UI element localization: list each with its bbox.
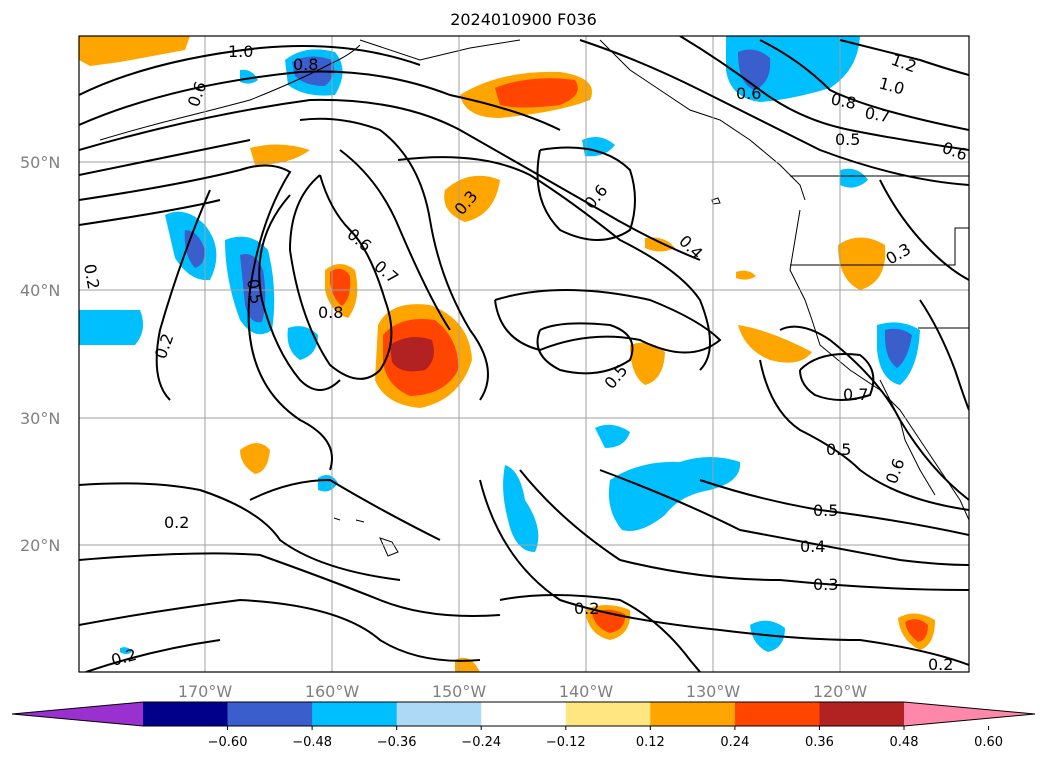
contour-label: 1.2 [889, 50, 919, 77]
lon-label: 120°W [813, 682, 868, 701]
colorbar-segment [734, 702, 820, 726]
colorbar-tick-label: −0.12 [546, 735, 586, 750]
contour-label: 0.8 [293, 55, 318, 74]
latitude-labels: 50°N 40°N 30°N 20°N [20, 153, 60, 555]
contour-label: 0.2 [151, 331, 178, 361]
map-title: 2024010900 F036 [450, 10, 597, 29]
contour-label: 0.3 [813, 575, 838, 594]
colorbar-outline [11, 701, 1036, 727]
colorbar: −0.60 −0.48 −0.36 −0.24 −0.12 0.12 0.24 0.36 0.4… [11, 701, 1036, 750]
colorbar-segment [481, 702, 567, 726]
colorbar-tick-label: −0.60 [208, 735, 248, 750]
contour-label: 0.6 [736, 84, 761, 103]
colorbar-tick-label: 0.24 [720, 735, 749, 750]
colorbar-tick-label: 0.48 [890, 735, 919, 750]
lon-label: 170°W [178, 682, 233, 701]
contour-label: 0.7 [843, 385, 868, 404]
contour-label: 0.5 [601, 361, 632, 393]
colorbar-tick-label: 0.60 [974, 735, 1003, 750]
colorbar-segment [650, 702, 736, 726]
contour-label: 0.6 [581, 181, 612, 213]
colorbar-segment [143, 702, 229, 726]
contour-label: 1.0 [877, 74, 907, 99]
colorbar-tick-label: 0.36 [805, 735, 834, 750]
colorbar-segment [312, 702, 398, 726]
contour-label: 0.3 [883, 239, 915, 268]
lat-label: 20°N [20, 536, 60, 555]
contour-label: 0.2 [109, 645, 139, 670]
colorbar-segment [227, 702, 313, 726]
colorbar-segment [565, 702, 651, 726]
lon-label: 130°W [686, 682, 741, 701]
map-frame [78, 35, 970, 673]
contour-label: 0.4 [675, 231, 706, 262]
colorbar-extend-high [904, 702, 1035, 726]
colorbar-extend-low [12, 702, 143, 726]
contour-label: 0.6 [882, 456, 909, 486]
lat-label: 50°N [20, 153, 60, 172]
shaded-field [79, 36, 935, 672]
colorbar-tick-label: −0.36 [377, 735, 417, 750]
contour-label: 0.4 [800, 537, 825, 556]
contour-label: 0.5 [813, 501, 838, 520]
contour-label: 0.7 [863, 103, 891, 126]
lon-label: 140°W [559, 682, 614, 701]
lat-label: 40°N [20, 281, 60, 300]
colorbar-tick-label: 0.12 [636, 735, 665, 750]
contour-label: 0.8 [318, 303, 343, 322]
contour-label: 0.6 [184, 79, 211, 109]
lon-label: 160°W [305, 682, 360, 701]
contour-label: 0.6 [940, 138, 970, 165]
colorbar-segment [396, 702, 482, 726]
contour-label: 1.0 [228, 42, 253, 61]
colorbar-tick-label: −0.24 [461, 735, 501, 750]
contour-label: 0.8 [829, 89, 858, 113]
contour-label: 0.5 [835, 130, 860, 149]
contour-label: 0.7 [370, 257, 402, 288]
colorbar-segment [819, 702, 905, 726]
lon-label: 150°W [432, 682, 487, 701]
contour-label: 0.2 [574, 599, 599, 618]
contour-label-group: 1.0 0.8 0.6 0.6 1.2 1.0 0.8 0.7 0.5 0.6 … [80, 42, 970, 674]
colorbar-tick-label: −0.48 [292, 735, 332, 750]
contour-label: 0.2 [164, 513, 189, 532]
contour-label: 0.2 [928, 655, 953, 674]
contour-label: 0.5 [243, 277, 266, 305]
longitude-labels: 170°W 160°W 150°W 140°W 130°W 120°W [178, 682, 868, 701]
contour-lines [79, 36, 969, 672]
coastlines [99, 39, 969, 557]
lat-label: 30°N [20, 409, 60, 428]
contour-label: 0.5 [826, 440, 851, 459]
contour-label: 0.2 [80, 262, 103, 290]
